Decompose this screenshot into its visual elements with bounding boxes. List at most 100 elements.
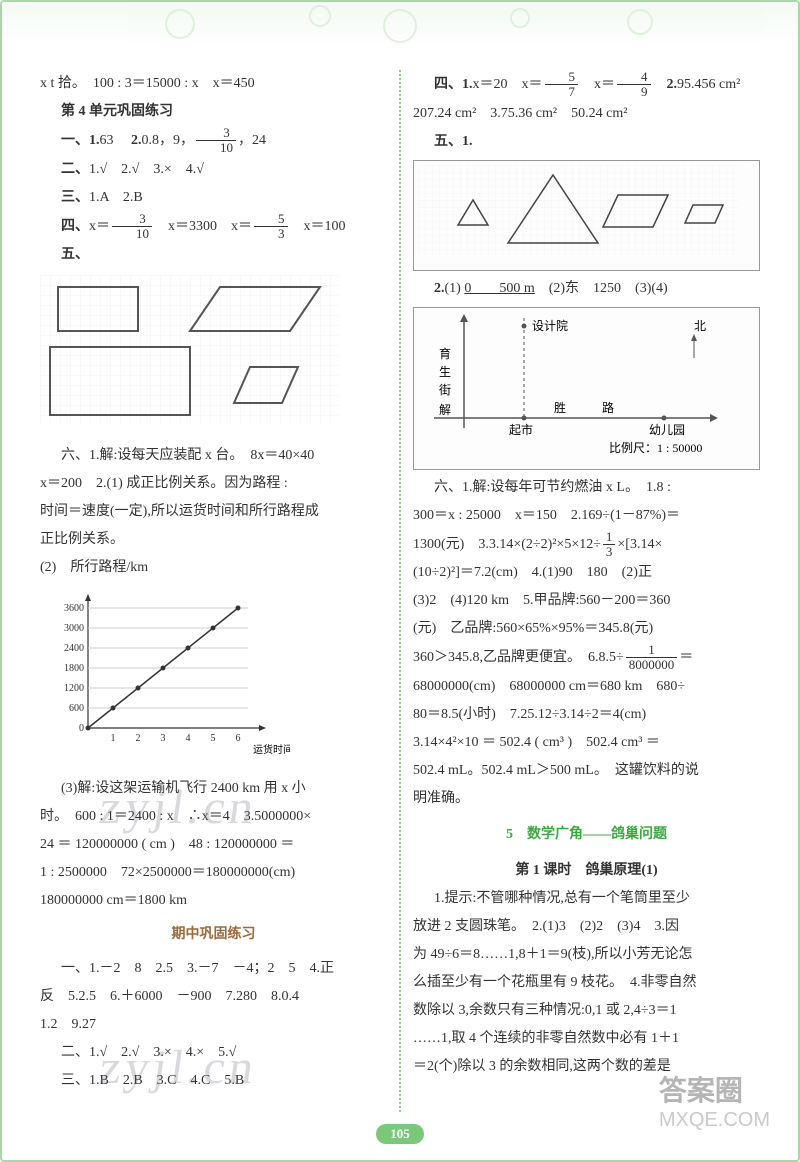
text-line: 1.2 9.27 — [40, 1011, 387, 1039]
svg-text:600: 600 — [69, 703, 84, 714]
text-line: 1.提示:不管哪种情况,总有一个笔筒里至少 — [413, 885, 760, 913]
line-chart: 0 600 1200 1800 2400 3000 3600 123 456 运… — [40, 588, 387, 769]
text-line: 为 49÷6＝8……1,8＋1＝9(枝),所以小芳无论怎 — [413, 941, 760, 969]
svg-text:4: 4 — [186, 733, 191, 744]
svg-text:育: 育 — [439, 346, 451, 361]
content-area: x t 拾。 100 : 3＝15000 : x x＝450 第 4 单元巩固练… — [40, 70, 760, 1112]
svg-text:幼儿园: 幼儿园 — [649, 423, 685, 437]
figure-triangles — [413, 160, 760, 271]
midterm-title: 期中巩固练习 — [40, 921, 387, 949]
svg-text:比例尺：1 : 50000: 比例尺：1 : 50000 — [609, 441, 702, 455]
value: ，24 — [238, 133, 266, 148]
svg-text:解: 解 — [439, 403, 451, 417]
svg-text:3600: 3600 — [64, 603, 84, 614]
text-line: 207.24 cm² 3.75.36 cm² 50.24 cm² — [413, 100, 760, 128]
text-line: 68000000(cm) 68000000 cm＝680 km 680÷ — [413, 673, 760, 701]
value: x＝100 — [304, 219, 346, 234]
value: 63 — [100, 133, 114, 148]
fraction: 13 — [603, 530, 616, 560]
text-line: (3)2 (4)120 km 5.甲品牌:560－200＝360 — [413, 587, 760, 615]
text-line: 六、1.解:设每天应装配 x 台。 8x＝40×40 — [40, 442, 387, 470]
section-5-title: 5 数学广角——鸽巢问题 — [413, 821, 760, 849]
svg-text:北: 北 — [694, 319, 706, 333]
text-line: 360＞345.8,乙品牌更便宜。 6.8.5÷18000000＝ — [413, 643, 760, 673]
chart-title: (2) 所行路程/km — [40, 554, 387, 582]
text-line: 么插至少有一个花瓶里有 9 枝花。 4.非零自然 — [413, 969, 760, 997]
label: 2. — [667, 77, 678, 92]
text-line: (3)解:设这架运输机飞行 2400 km 用 x 小 — [40, 775, 387, 803]
label: 五、 — [40, 241, 387, 269]
text-line: 四、1.x＝20 x＝57 x＝49 2.95.456 cm² — [413, 70, 760, 100]
svg-text:1200: 1200 — [64, 683, 84, 694]
svg-text:1: 1 — [111, 733, 116, 744]
text-line: 正比例关系。 — [40, 526, 387, 554]
text-line: 三、1.B 2.B 3.C 4.C 5.B — [40, 1067, 387, 1095]
text-line: x t 拾。 100 : 3＝15000 : x x＝450 — [40, 70, 387, 98]
text-line: 二、二、1.√ 2.√ 3.× 4.√1.√ 2.√ 3.× 4.√ — [40, 156, 387, 184]
value: x＝20 — [473, 77, 508, 92]
text-line: 180000000 cm＝1800 km — [40, 887, 387, 915]
lesson-1-title: 第 1 课时 鸽巢原理(1) — [413, 857, 760, 885]
svg-text:胜 路: 胜 路 — [554, 400, 614, 415]
text-line: 1 : 2500000 72×2500000＝180000000(cm) — [40, 859, 387, 887]
text-line: x＝200 2.(1) 成正比例关系。因为路程 : — [40, 470, 387, 498]
svg-text:3000: 3000 — [64, 623, 84, 634]
text-line: 502.4 mL。502.4 mL＞500 mL。 这罐饮料的说 — [413, 757, 760, 785]
text-line: 四、x＝310 x＝3300 x＝53 x＝100 — [40, 212, 387, 242]
text-line: ＝2(个)除以 3 的余数相同,这两个数的差是 — [413, 1053, 760, 1081]
value: 95.456 cm² — [677, 77, 740, 92]
label: 四、 — [61, 219, 89, 234]
svg-text:起市: 起市 — [509, 422, 533, 437]
svg-text:5: 5 — [211, 733, 216, 744]
label: 2. — [131, 133, 142, 148]
text-line: 一、1.63 2.0.8，9，310，24 — [40, 126, 387, 156]
figure-map: 设计院 北 育 生 街 解 胜 路 起市 幼儿园 比例尺：1 : 50000 — [413, 307, 760, 470]
value: ＝ — [679, 650, 693, 665]
text-line: ……1,取 4 个连续的非零自然数中必有 1＋1 — [413, 1025, 760, 1053]
left-column: x t 拾。 100 : 3＝15000 : x x＝450 第 4 单元巩固练… — [40, 70, 399, 1112]
text-line: 三、1.A 2.B — [40, 184, 387, 212]
fraction: 49 — [617, 70, 651, 100]
label: 四、1. — [434, 77, 473, 92]
text-line: 时。 600 : 1＝2400 : x ∴x＝4 3.5000000× — [40, 803, 387, 831]
page-number: 105 — [0, 1124, 800, 1144]
fraction: 310 — [196, 126, 236, 156]
text-line: 2.(1) 0 500 m (2)东 1250 (3)(4) — [413, 275, 760, 303]
text-line: 二、1.√ 2.√ 3.× 4.× 5.√ — [40, 1039, 387, 1067]
text-line: 一、1.－2 8 2.5 3.－7 －4；2 5 4.正 — [40, 955, 387, 983]
text-line: 数除以 3,余数只有三种情况:0,1 或 2,4÷3＝1 — [413, 997, 760, 1025]
text-line: 80＝8.5(小时) 7.25.12÷3.14÷2＝4(cm) — [413, 701, 760, 729]
text-line: 时间＝速度(一定),所以运货时间和所行路程成 — [40, 498, 387, 526]
svg-text:生: 生 — [439, 365, 451, 379]
text-line: 六、1.解:设每年可节约燃油 x L。 1.8 : — [413, 474, 760, 502]
svg-text:3: 3 — [161, 733, 166, 744]
svg-text:运货时间/时: 运货时间/时 — [253, 743, 290, 756]
text-line: 24 ＝ 120000000 ( cm ) 48 : 120000000 ＝ — [40, 831, 387, 859]
svg-text:1800: 1800 — [64, 663, 84, 674]
figure-shapes-1 — [40, 275, 387, 436]
text-line: 3.14×4²×10 ＝ 502.4 ( cm³ ) 502.4 cm³ ＝ — [413, 729, 760, 757]
fraction: 57 — [545, 70, 579, 100]
page-number-value: 105 — [376, 1124, 424, 1144]
svg-text:设计院: 设计院 — [532, 319, 568, 333]
value: 0.8，9， — [142, 133, 195, 148]
value: ×[3.14× — [617, 537, 662, 552]
svg-text:街: 街 — [439, 383, 451, 397]
fraction: 310 — [112, 212, 152, 242]
fraction: 18000000 — [626, 643, 678, 673]
text-line: 1300(元) 3.3.14×(2÷2)²×5×12÷13×[3.14× — [413, 530, 760, 560]
top-decoration — [0, 4, 800, 44]
svg-text:6: 6 — [236, 733, 241, 744]
text-line: 反 5.2.5 6.＋6000 －900 7.280 8.0.4 — [40, 983, 387, 1011]
value: 360＞345.8,乙品牌更便宜。 6.8.5÷ — [413, 650, 624, 665]
label: 五、1. — [413, 128, 760, 156]
value: x＝3300 — [168, 219, 217, 234]
svg-text:2400: 2400 — [64, 643, 84, 654]
fraction: 53 — [254, 212, 288, 242]
text-line: 放进 2 支圆珠笔。 2.(1)3 (2)2 (3)4 3.因 — [413, 913, 760, 941]
text-line: 明准确。 — [413, 785, 760, 813]
text-line: (10÷2)²]＝7.2(cm) 4.(1)90 180 (2)正 — [413, 559, 760, 587]
right-column: 四、1.x＝20 x＝57 x＝49 2.95.456 cm² 207.24 c… — [401, 70, 760, 1112]
svg-text:2: 2 — [136, 733, 141, 744]
text-line: (元) 乙品牌:560×65%×95%＝345.8(元) — [413, 615, 760, 643]
